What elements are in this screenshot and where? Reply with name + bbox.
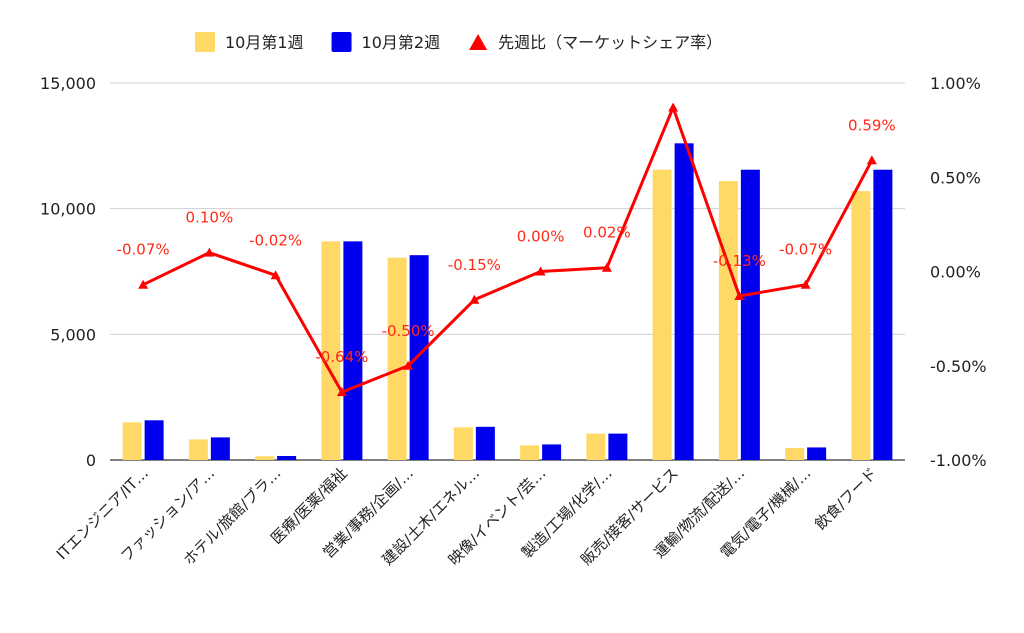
data-labels: -0.07% 0.10% -0.02% -0.64% -0.50% -0.15% 0.00%… <box>117 116 896 366</box>
bar <box>873 169 893 460</box>
line-point <box>336 387 347 397</box>
data-label: -0.64% <box>315 348 368 366</box>
line-point <box>734 291 745 301</box>
bar <box>255 456 275 460</box>
data-label: -0.02% <box>249 231 302 249</box>
share-line <box>138 102 877 397</box>
bar <box>343 241 363 460</box>
data-label: 0.02% <box>583 224 631 242</box>
data-label: -0.07% <box>779 241 832 259</box>
share-line-path <box>142 106 874 394</box>
bar <box>652 169 672 460</box>
data-label: -0.13% <box>713 252 766 270</box>
bar <box>409 255 429 460</box>
data-label: 0.59% <box>848 116 896 134</box>
y-right-tick-label: 1.00% <box>930 74 981 93</box>
line-point <box>138 279 149 289</box>
bar <box>475 426 495 460</box>
data-label: -0.07% <box>117 241 170 259</box>
line-point <box>601 262 612 272</box>
legend: 10月第1週 10月第2週 先週比（マーケットシェア率） <box>195 32 722 52</box>
data-label: 0.00% <box>517 228 565 246</box>
y-left-tick-label: 15,000 <box>40 74 96 93</box>
bar <box>144 420 164 460</box>
bar <box>188 439 208 460</box>
data-label: 0.10% <box>186 209 234 227</box>
bar <box>851 191 871 460</box>
line-point <box>668 102 679 112</box>
bar <box>122 422 142 460</box>
line-point <box>469 294 480 304</box>
bar <box>542 444 562 460</box>
y-right-tick-label: -0.50% <box>930 357 987 376</box>
bar <box>718 181 738 460</box>
legend-label: 10月第1週 <box>225 33 304 52</box>
legend-label: 先週比（マーケットシェア率） <box>498 33 722 52</box>
data-label: -0.15% <box>448 256 501 274</box>
bars <box>122 143 893 460</box>
right-axis: -1.00% -0.50% 0.00% 0.50% 1.00% <box>930 74 987 470</box>
bar <box>453 427 473 460</box>
bar <box>608 433 628 460</box>
bar <box>674 143 694 460</box>
bar <box>807 447 827 460</box>
bar <box>277 455 297 460</box>
line-point <box>535 266 546 276</box>
y-right-tick-label: -1.00% <box>930 451 987 470</box>
bar <box>321 241 341 460</box>
y-right-tick-label: 0.00% <box>930 263 981 282</box>
legend-swatch <box>195 32 215 52</box>
y-left-tick-label: 5,000 <box>50 325 96 344</box>
line-point <box>403 360 414 370</box>
line-point <box>204 247 215 257</box>
x-axis-categories: ITエンジニア/IT…ファッション/ア…ホテル/旅館/ブラ…医療/医薬/福祉営業… <box>53 464 881 569</box>
bar <box>210 437 230 460</box>
legend-swatch <box>469 34 488 50</box>
line-point <box>270 270 281 280</box>
gridlines <box>110 82 905 461</box>
bar <box>586 433 606 460</box>
left-axis: 0 5,000 10,000 15,000 <box>40 74 96 470</box>
bar <box>387 257 407 460</box>
data-label: -0.50% <box>382 322 435 340</box>
bar <box>740 169 760 460</box>
bar <box>785 447 805 460</box>
x-category-label: 飲食/フード <box>811 464 880 533</box>
line-point <box>800 279 811 289</box>
y-right-tick-label: 0.50% <box>930 168 981 187</box>
legend-label: 10月第2週 <box>362 33 441 52</box>
bar <box>520 445 540 460</box>
y-left-tick-label: 0 <box>86 451 96 470</box>
legend-swatch <box>331 32 352 52</box>
line-point <box>866 155 877 165</box>
y-left-tick-label: 10,000 <box>40 200 96 219</box>
